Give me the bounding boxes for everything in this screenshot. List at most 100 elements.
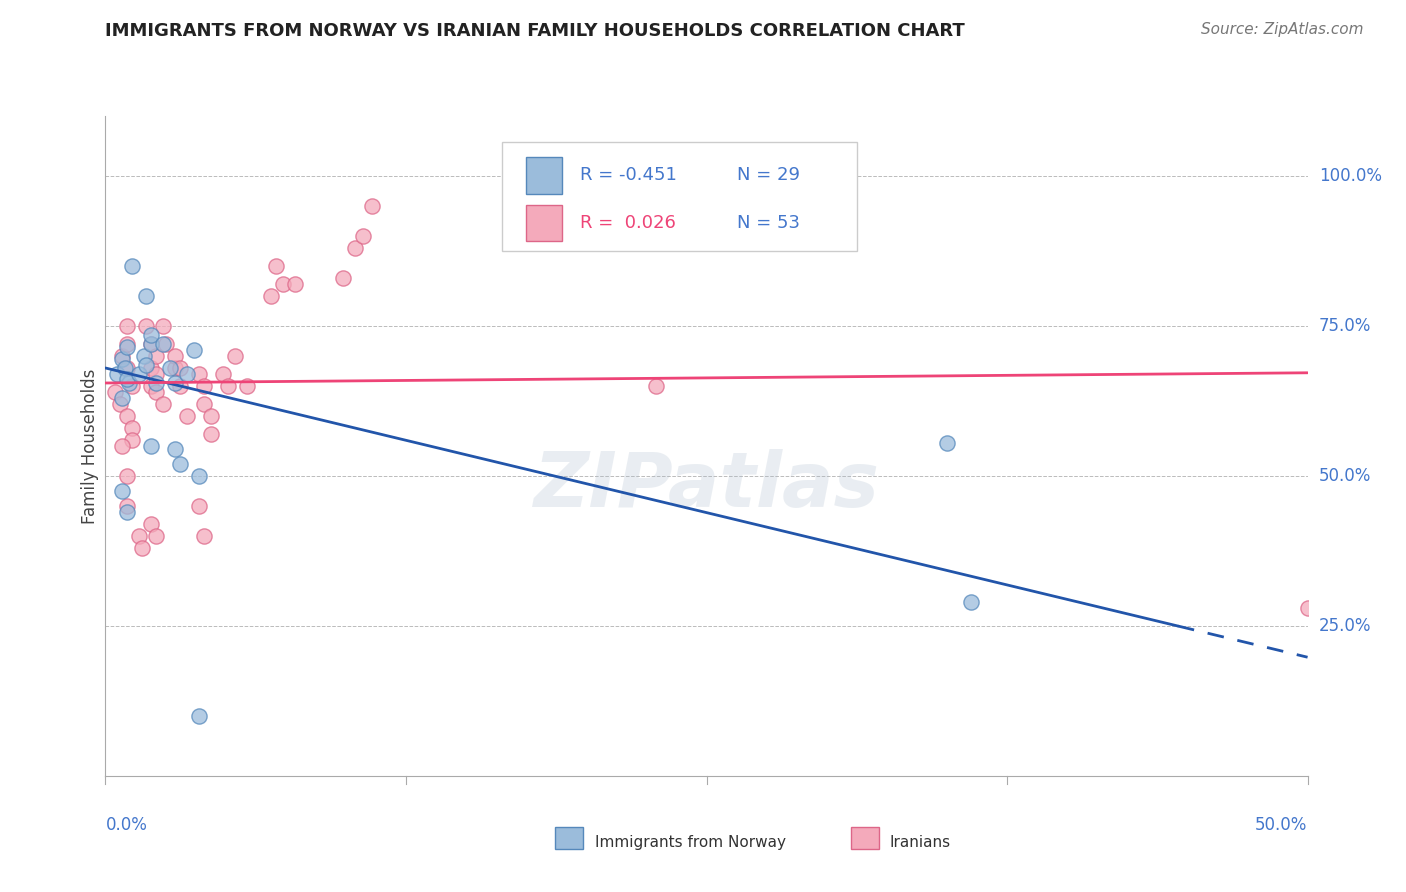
Point — [131, 541, 153, 555]
Point — [111, 483, 134, 498]
Point — [155, 337, 177, 351]
Point — [114, 361, 136, 376]
Y-axis label: Family Households: Family Households — [80, 368, 98, 524]
Bar — [526, 205, 562, 241]
Point — [115, 469, 138, 483]
Point — [135, 318, 157, 333]
Point — [115, 337, 138, 351]
Point — [145, 367, 167, 381]
Point — [169, 379, 191, 393]
Text: ZIPatlas: ZIPatlas — [533, 449, 880, 523]
Point — [111, 391, 134, 405]
Point — [135, 358, 157, 372]
Point — [121, 259, 143, 273]
Text: 50.0%: 50.0% — [1256, 815, 1308, 834]
Point — [273, 277, 295, 291]
Text: Immigrants from Norway: Immigrants from Norway — [595, 836, 786, 850]
Point — [193, 379, 215, 393]
Point — [145, 384, 167, 399]
Point — [111, 351, 134, 366]
Point — [936, 436, 959, 450]
Point — [152, 397, 174, 411]
Point — [132, 349, 155, 363]
Text: Iranians: Iranians — [890, 836, 950, 850]
Point — [159, 361, 181, 376]
Point — [152, 337, 174, 351]
Point — [121, 421, 143, 435]
Point — [193, 529, 215, 543]
Point — [645, 379, 668, 393]
Point — [135, 289, 157, 303]
Point — [361, 199, 384, 213]
Point — [152, 318, 174, 333]
Point — [193, 397, 215, 411]
Point — [115, 318, 138, 333]
Point — [139, 439, 162, 453]
Point — [183, 343, 205, 357]
Point — [352, 229, 374, 244]
Point — [118, 376, 141, 390]
Point — [111, 439, 134, 453]
Point — [115, 499, 138, 513]
Point — [104, 384, 127, 399]
Point — [284, 277, 307, 291]
Point — [115, 505, 138, 519]
Point — [332, 271, 354, 285]
Point — [165, 361, 187, 376]
Point — [188, 367, 211, 381]
Point — [176, 367, 198, 381]
Point — [1296, 601, 1319, 615]
Point — [165, 442, 187, 456]
Point — [115, 361, 138, 376]
Text: N = 53: N = 53 — [737, 214, 800, 232]
Point — [139, 337, 162, 351]
Point — [115, 340, 138, 354]
Point — [128, 529, 150, 543]
Text: Source: ZipAtlas.com: Source: ZipAtlas.com — [1201, 22, 1364, 37]
Point — [169, 361, 191, 376]
Point — [121, 379, 143, 393]
Bar — [526, 157, 562, 194]
Text: N = 29: N = 29 — [737, 167, 800, 185]
Point — [176, 409, 198, 423]
Point — [264, 259, 287, 273]
Point — [165, 349, 187, 363]
Point — [145, 529, 167, 543]
Text: 25.0%: 25.0% — [1319, 617, 1371, 635]
Point — [344, 241, 367, 255]
Text: 100.0%: 100.0% — [1319, 167, 1382, 185]
Point — [236, 379, 259, 393]
Point — [139, 361, 162, 376]
FancyBboxPatch shape — [502, 143, 856, 252]
Point — [111, 349, 134, 363]
Point — [165, 376, 187, 390]
Point — [115, 372, 138, 386]
Point — [200, 409, 222, 423]
Point — [139, 337, 162, 351]
Point — [121, 433, 143, 447]
Point — [139, 328, 162, 343]
Point — [188, 469, 211, 483]
Point — [108, 397, 131, 411]
Point — [188, 709, 211, 723]
Text: R =  0.026: R = 0.026 — [581, 214, 676, 232]
Text: 0.0%: 0.0% — [105, 815, 148, 834]
Text: R = -0.451: R = -0.451 — [581, 167, 678, 185]
Point — [107, 367, 129, 381]
Point — [188, 499, 211, 513]
Point — [260, 289, 283, 303]
Text: 75.0%: 75.0% — [1319, 317, 1371, 335]
Point — [224, 349, 246, 363]
Point — [200, 427, 222, 442]
Point — [145, 349, 167, 363]
Point — [145, 376, 167, 390]
Point — [960, 595, 983, 609]
Point — [212, 367, 235, 381]
Point — [217, 379, 239, 393]
Point — [169, 457, 191, 471]
Text: 50.0%: 50.0% — [1319, 467, 1371, 485]
Text: IMMIGRANTS FROM NORWAY VS IRANIAN FAMILY HOUSEHOLDS CORRELATION CHART: IMMIGRANTS FROM NORWAY VS IRANIAN FAMILY… — [105, 22, 965, 40]
Point — [128, 367, 150, 381]
Point — [115, 409, 138, 423]
Point — [139, 379, 162, 393]
